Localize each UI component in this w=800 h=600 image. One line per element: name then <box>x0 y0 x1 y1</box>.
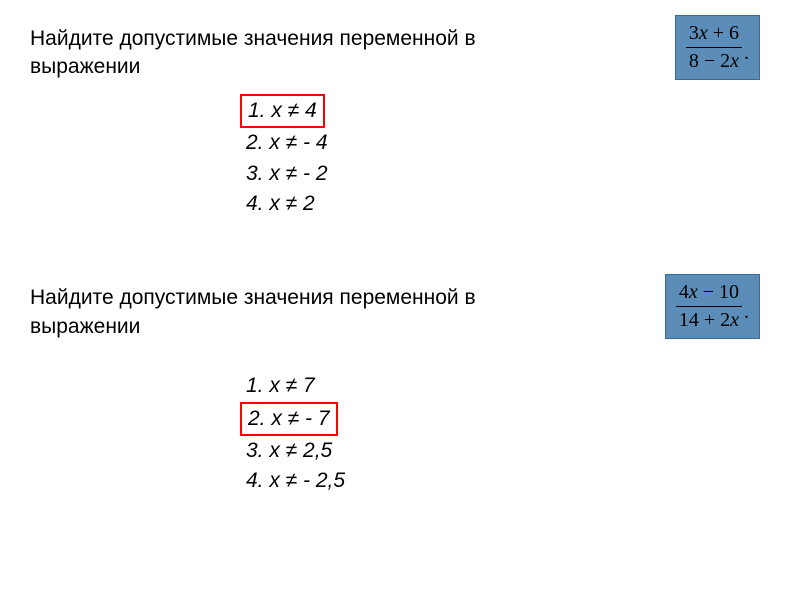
option-row-2-2: 2. x ≠ - 7 <box>240 402 770 436</box>
option-row-1-3: 3. x ≠ - 2 <box>240 159 770 189</box>
option-row-1-2: 2. x ≠ - 4 <box>240 128 770 158</box>
options-list-1: 1. x ≠ 4 2. x ≠ - 4 3. x ≠ - 2 4. x ≠ 2 <box>240 94 770 220</box>
option-1-1: 1. x ≠ 4 <box>240 94 325 128</box>
fraction-2: 4x − 10 14 + 2x <box>676 281 742 332</box>
denominator-1: 8 − 2x <box>686 47 742 73</box>
option-row-1-4: 4. x ≠ 2 <box>240 189 770 219</box>
option-1-2: 2. x ≠ - 4 <box>240 128 334 158</box>
q1-line2: выражении <box>30 55 140 78</box>
options-list-2: 1. x ≠ 7 2. x ≠ - 7 3. x ≠ 2,5 4. x ≠ - … <box>240 371 770 497</box>
numerator-1: 3x + 6 <box>686 22 742 47</box>
question-block-1: Найдите допустимые значения переменной в… <box>30 25 770 219</box>
denominator-2: 14 + 2x <box>676 306 742 332</box>
q2-line2: выражении <box>30 315 140 338</box>
fraction-1: 3x + 6 8 − 2x <box>686 22 742 73</box>
period-1: . <box>744 42 749 65</box>
option-row-2-3: 3. x ≠ 2,5 <box>240 436 770 466</box>
option-2-2: 2. x ≠ - 7 <box>240 402 338 436</box>
q2-line1: Найдите допустимые значения переменной в <box>30 286 476 309</box>
question-block-2: Найдите допустимые значения переменной в… <box>30 284 770 496</box>
question-text-2: Найдите допустимые значения переменной в… <box>30 284 570 341</box>
q1-line1: Найдите допустимые значения переменной в <box>30 27 476 50</box>
option-row-1-1: 1. x ≠ 4 <box>240 94 770 128</box>
option-2-1: 1. x ≠ 7 <box>240 371 321 401</box>
question-text-1: Найдите допустимые значения переменной в… <box>30 25 570 82</box>
option-row-2-4: 4. x ≠ - 2,5 <box>240 466 770 496</box>
option-1-4: 4. x ≠ 2 <box>240 189 321 219</box>
formula-box-2: 4x − 10 14 + 2x . <box>665 274 760 339</box>
numerator-2: 4x − 10 <box>676 281 742 306</box>
option-2-3: 3. x ≠ 2,5 <box>240 436 338 466</box>
period-2: . <box>744 301 749 324</box>
option-1-3: 3. x ≠ - 2 <box>240 159 334 189</box>
formula-box-1: 3x + 6 8 − 2x . <box>675 15 760 80</box>
option-row-2-1: 1. x ≠ 7 <box>240 371 770 401</box>
option-2-4: 4. x ≠ - 2,5 <box>240 466 351 496</box>
